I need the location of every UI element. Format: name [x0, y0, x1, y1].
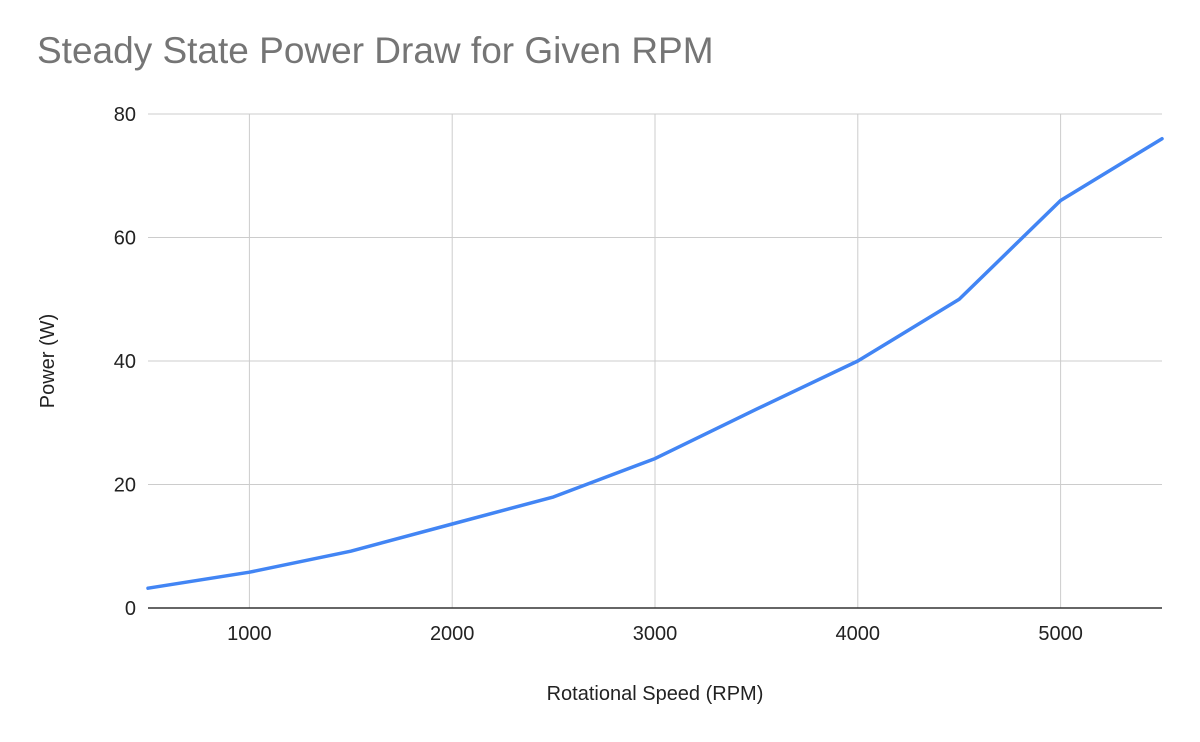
x-tick-label: 3000 [633, 623, 678, 645]
grid-lines [148, 113, 1162, 609]
x-tick-label: 4000 [836, 623, 881, 645]
x-axis-label: Rotational Speed (RPM) [547, 683, 764, 705]
series-layer [146, 136, 1164, 590]
y-tick-label: 20 [114, 475, 136, 497]
y-tick-label: 0 [125, 598, 136, 620]
x-tick-label: 2000 [430, 623, 475, 645]
x-tick-label: 5000 [1038, 623, 1083, 645]
y-tick-label: 80 [114, 104, 136, 126]
series-line [146, 136, 1164, 590]
tick-labels: 0 20 40 60 80 1000 2000 3000 4000 5000 [114, 104, 1083, 645]
y-tick-label: 40 [114, 351, 136, 373]
y-axis-label: Power (W) [37, 314, 59, 408]
x-tick-label: 1000 [227, 623, 272, 645]
y-tick-label: 60 [114, 228, 136, 250]
chart-title: Steady State Power Draw for Given RPM [37, 30, 714, 71]
